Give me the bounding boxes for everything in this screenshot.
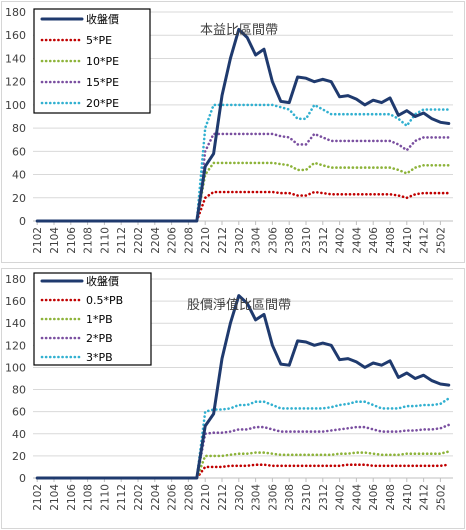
x-tick-label: 2410	[402, 227, 414, 254]
x-tick-label: 2402	[335, 227, 347, 254]
y-tick-label: 100	[5, 99, 26, 112]
legend-label: 20*PE	[86, 97, 119, 110]
x-tick-label: 2202	[133, 227, 145, 254]
x-tick-label: 2210	[200, 227, 212, 254]
x-tick-label: 2402	[335, 484, 347, 511]
x-tick-label: 2302	[234, 227, 246, 254]
y-tick-label: 120	[5, 339, 26, 352]
legend-label: 5*PE	[86, 34, 112, 47]
y-tick-label: 0	[19, 472, 26, 485]
legend-label: 2*PB	[86, 332, 113, 345]
y-tick-label: 40	[12, 169, 26, 182]
x-tick-label: 2412	[419, 484, 431, 511]
x-tick-label: 2408	[385, 227, 397, 254]
chart-title: 本益比區間帶	[200, 23, 278, 38]
x-tick-label: 2208	[183, 227, 195, 254]
chart-title: 股價淨值比區間帶	[187, 297, 291, 313]
y-tick-label: 100	[5, 361, 26, 374]
y-tick-label: 20	[12, 192, 26, 205]
y-tick-label: 140	[5, 52, 26, 65]
x-tick-label: 2404	[351, 484, 363, 511]
y-tick-label: 140	[5, 317, 26, 330]
x-tick-label: 2106	[66, 484, 78, 511]
x-tick-label: 2310	[301, 484, 313, 511]
x-tick-label: 2502	[435, 227, 447, 254]
y-tick-label: 0	[19, 215, 26, 228]
x-tick-label: 2308	[284, 227, 296, 254]
pe-band-chart: 0 20 40 60 80 100 120 140 160 180 2102 2104 2106 2108…	[1, 1, 465, 263]
x-tick-label: 2204	[150, 484, 162, 511]
x-tick-label: 2502	[435, 484, 447, 511]
x-tick-label: 2202	[133, 484, 145, 511]
x-tick-label: 2304	[251, 227, 263, 254]
x-tick-label: 2310	[301, 227, 313, 254]
x-tick-label: 2112	[116, 484, 128, 511]
x-tick-label: 2406	[368, 484, 380, 511]
legend-label: 1*PB	[86, 313, 113, 326]
x-tick-label: 2208	[183, 484, 195, 511]
x-tick-label: 2312	[318, 484, 330, 511]
x-tick-label: 2102	[32, 484, 44, 511]
y-tick-label: 180	[5, 273, 26, 286]
x-tick-label: 2110	[99, 484, 111, 511]
x-tick-label: 2102	[32, 227, 44, 254]
legend-label: 收盤價	[86, 274, 119, 288]
legend-label: 15*PE	[86, 76, 119, 89]
x-tick-label: 2404	[351, 227, 363, 254]
x-tick-label: 2406	[368, 227, 380, 254]
x-tick-label: 2104	[49, 484, 61, 511]
x-tick-label: 2412	[419, 227, 431, 254]
y-tick-label: 40	[12, 428, 26, 441]
x-tick-label: 2206	[167, 484, 179, 511]
y-tick-label: 160	[5, 295, 26, 308]
series-line	[35, 27, 451, 223]
x-tick-label: 2206	[167, 227, 179, 254]
x-tick-label: 2108	[83, 484, 95, 511]
y-tick-label: 60	[12, 406, 26, 419]
x-tick-label: 2306	[267, 484, 279, 511]
x-tick-label: 2302	[234, 484, 246, 511]
x-tick-label: 2210	[200, 484, 212, 511]
x-tick-label: 2212	[217, 227, 229, 254]
y-tick-label: 120	[5, 76, 26, 89]
x-tick-label: 2306	[267, 227, 279, 254]
pb-band-chart: 0 20 40 60 80 100 120 140 160 180 2102 2104 2106 2108…	[1, 268, 465, 529]
legend-label: 10*PE	[86, 55, 119, 68]
x-tick-label: 2110	[99, 227, 111, 254]
legend-label: 0.5*PB	[86, 294, 123, 307]
legend-label: 3*PB	[86, 351, 113, 364]
x-tick-label: 2112	[116, 227, 128, 254]
x-tick-label: 2106	[66, 227, 78, 254]
x-tick-label: 2212	[217, 484, 229, 511]
x-tick-label: 2104	[49, 227, 61, 254]
x-tick-label: 2312	[318, 227, 330, 254]
pe-band-chart-panel: 0 20 40 60 80 100 120 140 160 180 2102 2104 2106 2108…	[1, 1, 465, 263]
series-line	[35, 294, 451, 480]
pb-band-chart-panel: 0 20 40 60 80 100 120 140 160 180 2102 2104 2106 2108…	[1, 268, 465, 529]
y-tick-label: 20	[12, 450, 26, 463]
x-tick-label: 2204	[150, 227, 162, 254]
x-tick-label: 2304	[251, 484, 263, 511]
legend-label: 收盤價	[86, 12, 119, 26]
y-tick-label: 180	[5, 6, 26, 19]
y-tick-label: 80	[12, 384, 26, 397]
x-tick-label: 2408	[385, 484, 397, 511]
x-tick-label: 2308	[284, 484, 296, 511]
y-tick-label: 160	[5, 29, 26, 42]
y-tick-label: 60	[12, 145, 26, 158]
x-tick-label: 2108	[83, 227, 95, 254]
y-tick-label: 80	[12, 122, 26, 135]
x-tick-label: 2410	[402, 484, 414, 511]
